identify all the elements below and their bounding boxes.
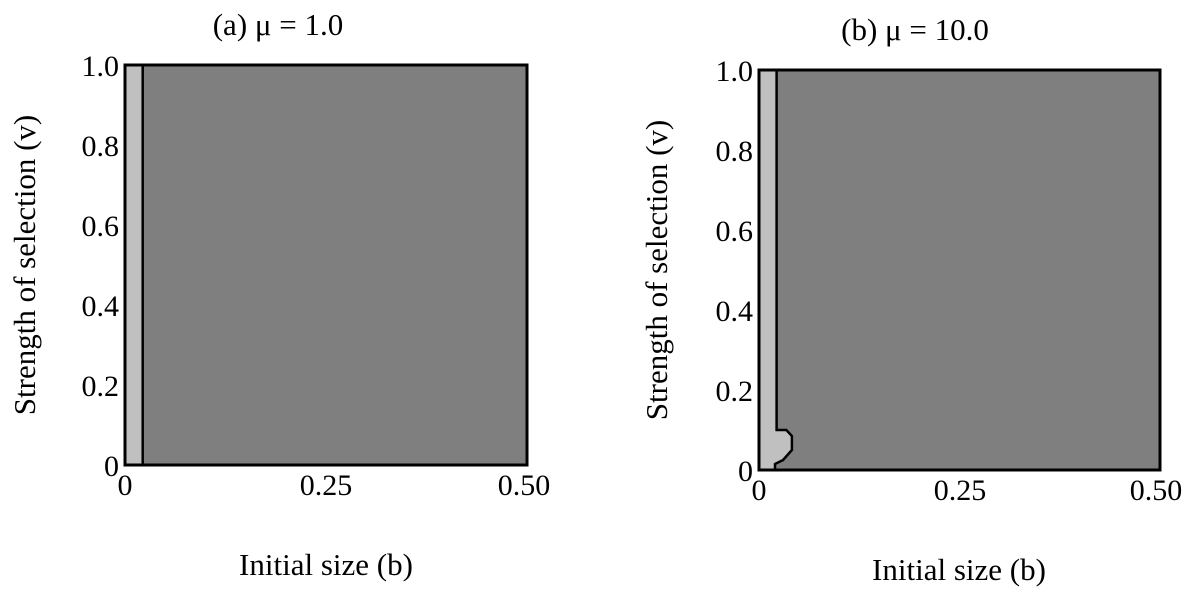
panel-b-xtick-label: 0	[752, 474, 767, 507]
panel-a-background-region	[125, 65, 527, 465]
panel-b-boundary-line	[773, 70, 794, 470]
panel-b-y-axis-label: Strength of selection (v)	[639, 120, 674, 420]
panel-b-background-region	[759, 70, 1160, 470]
panel-b-x-ticks: 0 0.25 0.50	[752, 474, 1183, 507]
panel-b-ytick-label: 1.0	[716, 55, 754, 88]
panel-a-xtick-label: 0	[118, 469, 133, 502]
panel-b-ytick-label: 0.4	[716, 295, 754, 328]
panel-a-y-axis-label: Strength of selection (v)	[7, 115, 42, 415]
panel-a-plot	[123, 63, 529, 467]
panel-a-ytick-label: 0.2	[82, 370, 120, 403]
panel-a-ytick-label: 0	[104, 450, 119, 483]
panel-b-ytick-label: 0.8	[716, 135, 754, 168]
panel-a-ytick-label: 0.8	[82, 130, 120, 163]
panel-b-ytick-label: 0	[738, 455, 753, 488]
panel-b-xtick-label: 0.25	[934, 474, 987, 507]
panel-a-x-axis-label: Initial size (b)	[239, 547, 413, 582]
panel-b-xtick-label: 0.50	[1130, 474, 1183, 507]
panel-a-title: (a) μ = 1.0	[213, 7, 344, 42]
panel-a: (a) μ = 1.0 1.0 0.8 0.6 0.4 0.2 0 0 0.25…	[7, 7, 550, 582]
panel-b-ytick-label: 0.6	[716, 215, 754, 248]
panel-a-frame	[123, 63, 529, 467]
panel-b-plot	[757, 68, 1162, 472]
panel-a-y-ticks: 1.0 0.8 0.6 0.4 0.2 0	[82, 50, 120, 483]
panel-a-xtick-label: 0.25	[300, 469, 353, 502]
panel-b: (b) μ = 10.0 1.0 0.8 0.6 0.4 0.2 0 0 0.2…	[639, 12, 1182, 587]
panel-b-y-ticks: 1.0 0.8 0.6 0.4 0.2 0	[716, 55, 754, 488]
panel-a-ytick-label: 1.0	[82, 50, 120, 83]
panel-a-xtick-label: 0.50	[498, 469, 551, 502]
panel-a-light-region	[125, 65, 143, 465]
panel-a-ytick-label: 0.6	[82, 210, 120, 243]
panel-a-x-ticks: 0 0.25 0.50	[118, 469, 551, 502]
panel-b-x-axis-label: Initial size (b)	[872, 552, 1046, 587]
panel-b-frame	[757, 68, 1162, 472]
panel-a-ytick-label: 0.4	[82, 290, 120, 323]
panel-b-title: (b) μ = 10.0	[841, 12, 989, 47]
panel-b-ytick-label: 0.2	[716, 375, 754, 408]
